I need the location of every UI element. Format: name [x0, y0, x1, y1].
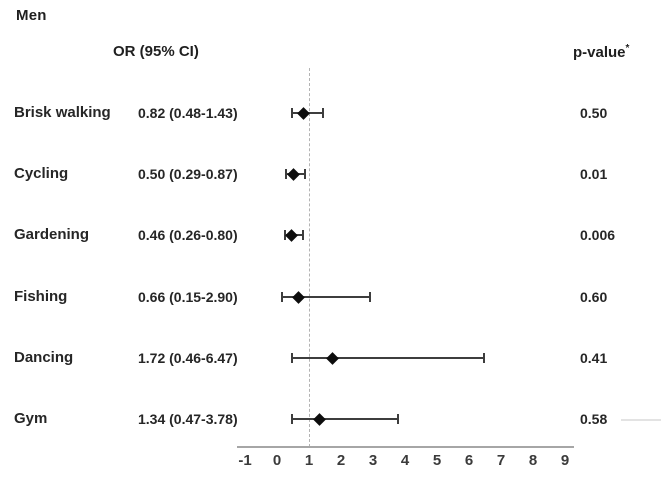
ci-bar — [281, 296, 370, 298]
row-label: Gym — [14, 410, 48, 427]
x-tick-label: 4 — [400, 452, 410, 469]
or-diamond-marker — [286, 167, 300, 181]
reference-line — [309, 68, 310, 447]
x-tick-label: 8 — [528, 452, 538, 469]
ci-cap-low — [280, 292, 283, 302]
x-tick-label: 9 — [560, 452, 570, 469]
chart-title: Men — [16, 7, 47, 24]
or-column-header: OR (95% CI) — [113, 43, 199, 60]
or-diamond-marker — [325, 351, 339, 365]
or-diamond-marker — [291, 290, 305, 304]
ci-cap-high — [483, 353, 486, 363]
x-tick-label: 3 — [368, 452, 378, 469]
ci-cap-low — [285, 169, 288, 179]
x-axis-line — [237, 446, 574, 448]
p-value: 0.50 — [580, 105, 608, 121]
x-tick-label: -1 — [238, 452, 252, 469]
pvalue-column-header: p-value* — [573, 43, 629, 61]
x-tick-label: 0 — [272, 452, 282, 469]
row-label: Dancing — [14, 349, 74, 366]
ci-cap-high — [368, 292, 371, 302]
ci-cap-low — [284, 230, 287, 240]
p-value: 0.58 — [580, 411, 608, 427]
row-label: Brisk walking — [14, 104, 111, 121]
row-label: Fishing — [14, 288, 68, 305]
faint-artifact-line — [621, 419, 661, 421]
pvalue-header-asterisk: * — [625, 43, 630, 54]
ci-cap-high — [303, 169, 306, 179]
or-diamond-marker — [313, 412, 327, 426]
or-ci-value: 0.46 (0.26-0.80) — [138, 227, 238, 243]
x-tick-label: 2 — [336, 452, 346, 469]
ci-bar — [292, 418, 398, 420]
x-tick-label: 7 — [496, 452, 506, 469]
or-diamond-marker — [296, 106, 310, 120]
row-label: Gardening — [14, 226, 90, 243]
p-value: 0.41 — [580, 350, 608, 366]
or-ci-value: 0.82 (0.48-1.43) — [138, 105, 238, 121]
or-ci-value: 1.72 (0.46-6.47) — [138, 350, 238, 366]
ci-bar — [291, 357, 485, 359]
x-tick-label: 1 — [304, 452, 314, 469]
ci-cap-low — [291, 108, 294, 118]
p-value: 0.006 — [580, 227, 616, 243]
ci-cap-high — [396, 414, 399, 424]
or-diamond-marker — [285, 228, 299, 242]
ci-cap-low — [290, 353, 293, 363]
or-ci-value: 0.50 (0.29-0.87) — [138, 166, 238, 182]
ci-cap-high — [321, 108, 324, 118]
or-ci-value: 0.66 (0.15-2.90) — [138, 289, 238, 305]
ci-cap-low — [291, 414, 294, 424]
pvalue-header-text: p-value — [573, 44, 626, 61]
ci-cap-high — [301, 230, 304, 240]
x-tick-label: 6 — [464, 452, 474, 469]
p-value: 0.01 — [580, 166, 608, 182]
p-value: 0.60 — [580, 289, 608, 305]
row-label: Cycling — [14, 165, 69, 182]
x-tick-label: 5 — [432, 452, 442, 469]
or-ci-value: 1.34 (0.47-3.78) — [138, 411, 238, 427]
